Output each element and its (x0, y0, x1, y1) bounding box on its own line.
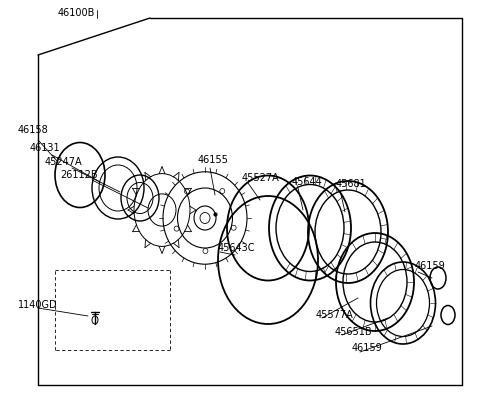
Text: 1140GD: 1140GD (18, 300, 58, 310)
Text: 45644: 45644 (292, 177, 323, 187)
Text: 45247A: 45247A (45, 157, 83, 167)
Text: 46155: 46155 (198, 155, 229, 165)
Text: 45681: 45681 (336, 179, 367, 189)
Text: 46159: 46159 (415, 261, 446, 271)
Text: 46159: 46159 (352, 343, 383, 353)
Text: 46158: 46158 (18, 125, 49, 135)
Text: 45643C: 45643C (218, 243, 255, 253)
Text: 46100B: 46100B (58, 8, 96, 18)
Text: 45527A: 45527A (242, 173, 280, 183)
Text: 45577A: 45577A (316, 310, 354, 320)
Text: 26112B: 26112B (60, 170, 97, 180)
Text: 46131: 46131 (30, 143, 60, 153)
Text: 45651B: 45651B (335, 327, 372, 337)
